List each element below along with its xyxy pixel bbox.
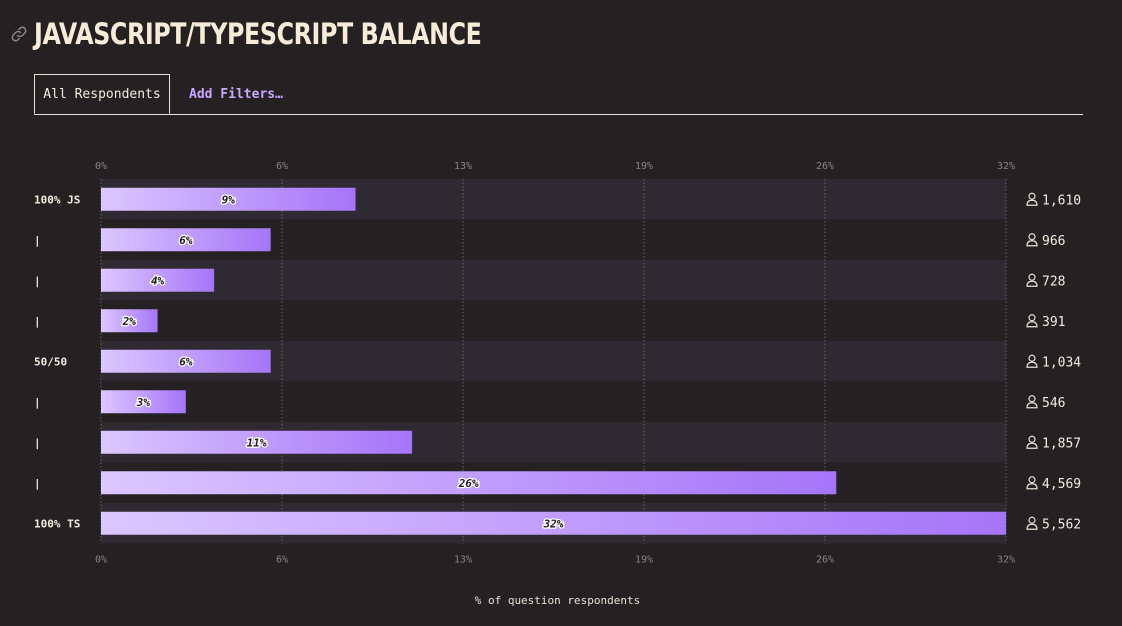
x-tick-label-bottom: 19% [635, 555, 653, 566]
x-tick-label-bottom: 26% [816, 555, 834, 566]
row-band [101, 260, 1006, 301]
x-tick-label-top: 19% [635, 161, 653, 172]
bar-value-label: 32% [543, 517, 564, 530]
category-label: | [34, 396, 41, 409]
x-tick-label-bottom: 13% [454, 555, 472, 566]
title-row: JAVASCRIPT/TYPESCRIPT BALANCE [10, 14, 580, 54]
bar[interactable] [101, 349, 271, 373]
x-tick-label-top: 0% [95, 161, 107, 172]
respondent-count: 728 [1042, 274, 1065, 289]
bar-value-label: 11% [247, 436, 267, 449]
person-icon [1026, 192, 1038, 206]
person-icon [1026, 273, 1038, 287]
x-tick-label-top: 6% [276, 161, 288, 172]
respondent-count: 966 [1042, 234, 1065, 249]
page-title: JAVASCRIPT/TYPESCRIPT BALANCE [34, 17, 482, 51]
category-label: | [34, 274, 41, 287]
bar-value-label: 26% [458, 477, 479, 490]
respondent-count: 1,034 [1042, 355, 1081, 370]
category-label: | [34, 234, 41, 247]
respondent-count: 4,569 [1042, 477, 1081, 492]
bar[interactable] [101, 309, 158, 333]
bar[interactable] [101, 187, 356, 211]
link-icon[interactable] [10, 25, 28, 43]
bar-value-label: 2% [122, 315, 137, 328]
x-tick-label-bottom: 32% [997, 555, 1015, 566]
category-label: 100% JS [34, 193, 80, 206]
filter-tabs: All Respondents Add Filters… [34, 74, 1083, 115]
respondent-count: 391 [1042, 315, 1065, 330]
bar-value-label: 6% [179, 355, 193, 368]
tab-all-respondents[interactable]: All Respondents [34, 74, 170, 114]
bar[interactable] [101, 228, 271, 252]
person-icon [1026, 476, 1038, 490]
category-label: 100% TS [34, 517, 80, 530]
person-icon [1026, 395, 1038, 409]
bar-value-label: 3% [136, 396, 151, 409]
person-icon [1026, 435, 1038, 449]
respondent-count: 546 [1042, 396, 1065, 411]
x-tick-label-bottom: 0% [95, 555, 107, 566]
bar-value-label: 9% [222, 193, 236, 206]
bar[interactable] [101, 268, 215, 292]
respondent-count: 5,562 [1042, 517, 1081, 532]
bar[interactable] [101, 471, 837, 495]
person-icon [1026, 354, 1038, 368]
bar[interactable] [101, 390, 186, 414]
add-filters-button[interactable]: Add Filters… [189, 86, 283, 102]
category-label: | [34, 315, 41, 328]
bar-value-label: 4% [151, 274, 165, 287]
x-tick-label-top: 26% [816, 161, 834, 172]
respondent-count: 1,857 [1042, 436, 1081, 451]
category-label: 50/50 [34, 355, 67, 368]
category-label: | [34, 477, 41, 490]
person-icon [1026, 314, 1038, 328]
bar[interactable] [101, 511, 1006, 535]
bar[interactable] [101, 430, 413, 454]
x-tick-label-top: 32% [997, 161, 1015, 172]
person-icon [1026, 233, 1038, 247]
person-icon [1026, 516, 1038, 530]
x-tick-label-bottom: 6% [276, 555, 288, 566]
x-axis-title: % of question respondents [475, 594, 641, 607]
respondent-count: 1,610 [1042, 193, 1081, 208]
x-tick-label-top: 13% [454, 161, 472, 172]
bar-value-label: 6% [179, 234, 193, 247]
category-label: | [34, 436, 41, 449]
